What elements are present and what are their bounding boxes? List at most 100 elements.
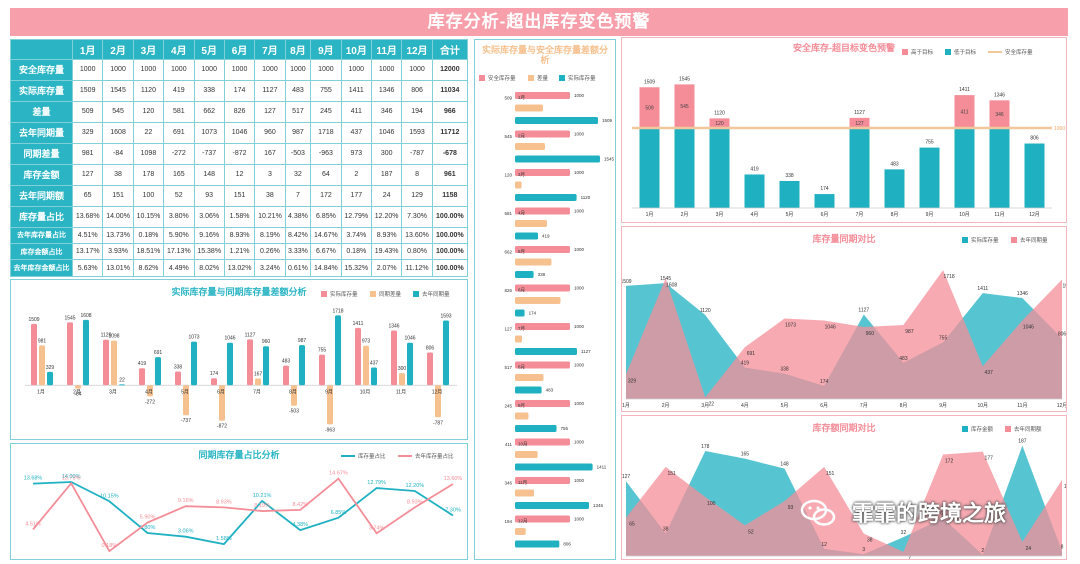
table-cell: 11034 xyxy=(431,79,469,102)
table-cell: 100 xyxy=(132,184,165,207)
table-cell: 8.93% xyxy=(223,226,256,244)
x-tick: 4月 xyxy=(751,212,759,218)
point-label: 338 xyxy=(780,367,789,373)
amount-compare-chart: 库存金额 去年同期额 127 38 178 165 148 12 3 32 64 2 187 8 65 151… xyxy=(622,425,1073,562)
hbar-安全库存量 xyxy=(515,323,570,330)
bar-实际库存量 xyxy=(211,378,217,386)
table-cell: 411 xyxy=(340,100,372,123)
table-cell: 1593 xyxy=(401,121,433,144)
row-header: 去年同期量 xyxy=(10,121,73,144)
point-label: 178 xyxy=(701,444,710,450)
point-label: 329 xyxy=(628,378,637,384)
x-tick: 2月 xyxy=(73,389,81,395)
x-tick: 12月 xyxy=(1029,212,1040,218)
diff-label: 545 xyxy=(504,134,512,139)
bar-去年同期量 xyxy=(83,319,89,386)
table-cell: 3.24% xyxy=(254,259,286,277)
bar-label: -84 xyxy=(74,392,81,398)
hbar-差量 xyxy=(515,374,544,381)
total-label: 174 xyxy=(820,186,829,192)
table-cell: 437 xyxy=(340,121,372,144)
hbar-label: 755 xyxy=(561,426,569,431)
point-label: 9.16% xyxy=(178,498,194,504)
bar-同期差量 xyxy=(147,385,153,397)
y-tick: 7月 xyxy=(518,326,525,332)
table-cell: 1411 xyxy=(340,79,372,102)
bar-去年同期量 xyxy=(443,320,449,386)
table-cell: 1098 xyxy=(132,142,165,165)
legend-swatch-1 xyxy=(1011,237,1017,243)
bar-label: 1073 xyxy=(188,335,199,341)
legend-label-0: 库存金额 xyxy=(971,425,994,433)
hbar-实际库存量 xyxy=(515,425,557,432)
x-tick: 3月 xyxy=(716,212,724,218)
bar-below-target xyxy=(849,128,870,208)
qty-compare-title: 库存量同期对比 xyxy=(812,234,876,244)
table-cell: 6.67% xyxy=(310,242,342,261)
table-cell: 172 xyxy=(310,184,342,207)
table-cell: 6.85% xyxy=(310,205,342,228)
table-cell: 127 xyxy=(71,163,104,186)
total-label: 1509 xyxy=(644,79,655,85)
total-label: 1545 xyxy=(679,76,690,82)
bar-label: 174 xyxy=(210,371,219,377)
table-cell: 1046 xyxy=(370,121,403,144)
hbar-实际库存量 xyxy=(515,348,577,355)
x-tick: 5月 xyxy=(786,212,794,218)
point-label: 1346 xyxy=(1017,291,1028,297)
point-label: 6.85% xyxy=(331,510,347,516)
point-label: 755 xyxy=(939,335,948,341)
point-label: 4.51% xyxy=(25,521,41,527)
bar-label: 419 xyxy=(138,361,147,367)
table-cell: 755 xyxy=(310,79,342,102)
bar-同期差量 xyxy=(219,385,225,421)
point-label: 419 xyxy=(741,361,750,367)
bar-label: 806 xyxy=(426,345,435,351)
hbar-安全库存量 xyxy=(515,92,570,99)
table-row: 去年库存金额占比 5.63% 13.01% 8.62% 4.49% 8.02% 13.02%… xyxy=(10,259,469,277)
row-header: 库存金额占比 xyxy=(10,242,73,261)
table-cell: 0.18% xyxy=(340,242,372,261)
point-label: 24 xyxy=(1026,546,1032,552)
bar-label: 1046 xyxy=(224,336,235,342)
table-row: 去年库存量占比 4.51% 13.73% 0.18% 5.90% 9.16% 8.93% 8.… xyxy=(10,226,469,244)
bar-label: 1718 xyxy=(332,308,343,314)
area-去年同期量 xyxy=(626,270,1062,399)
hbar-label: 1000 xyxy=(574,401,585,406)
table-cell: 1000 xyxy=(370,59,403,81)
point-label: 151 xyxy=(826,471,835,477)
table-cell: 1000 xyxy=(310,59,342,81)
legend-label-0: 库存量占比 xyxy=(358,452,386,460)
bar-同期差量 xyxy=(183,385,189,416)
bar-label: 1608 xyxy=(80,313,91,319)
table-cell: 5.63% xyxy=(71,259,104,277)
inventory-table: 1月 2月 3月 4月 5月 6月 7月 8月 9月 10月 11月 12月 合计 安全库存量 1000 1… xyxy=(10,39,469,277)
table-cell: 7 xyxy=(284,184,312,207)
diff-label: 346 xyxy=(504,481,512,486)
diff-analysis-panel: 实际库存量与同期库存量差额分析 实际库存量 同期差量 去年同期量 1509 981 329… xyxy=(10,279,468,440)
wechat-icon xyxy=(800,499,836,526)
diff-label: 509 xyxy=(504,96,512,101)
table-cell: -787 xyxy=(401,142,433,165)
table-cell: 165 xyxy=(163,163,195,186)
table-cell: 1000 xyxy=(254,59,286,81)
point-label: 2 xyxy=(981,548,984,554)
bar-label: 960 xyxy=(262,339,271,345)
bar-实际库存量 xyxy=(247,339,253,386)
point-label: 960 xyxy=(866,331,875,337)
hbar-差量 xyxy=(515,335,522,343)
table-cell: 1000 xyxy=(284,59,312,81)
table-cell: 177 xyxy=(340,184,372,207)
point-label: 8.93% xyxy=(216,499,232,505)
point-label: 3.06% xyxy=(178,529,194,535)
safety-line-label: 1000 xyxy=(1054,126,1065,132)
bar-label: 1411 xyxy=(353,321,364,327)
point-label: 4.38% xyxy=(292,522,308,528)
ratio-analysis-panel: 同期库存量占比分析 库存量占比 去年库存量占比 13.68% 14.00% 10.15%… xyxy=(10,443,468,560)
point-label: 3.80% xyxy=(140,525,156,531)
bar-实际库存量 xyxy=(355,327,361,386)
bar-同期差量 xyxy=(291,385,297,406)
point-label: 8.42% xyxy=(292,502,308,508)
table-cell: 13.60% xyxy=(401,226,433,244)
table-cell: 691 xyxy=(163,121,195,144)
